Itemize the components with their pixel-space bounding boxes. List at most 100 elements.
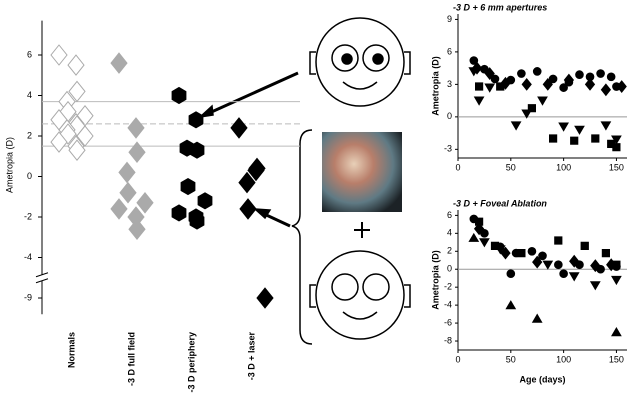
y-tick-label: -8	[444, 335, 452, 345]
point	[238, 171, 256, 194]
point	[554, 236, 563, 245]
y-tick-label: 4	[27, 90, 32, 100]
point	[67, 54, 85, 76]
chart-title: -3 D + Foveal Ablation	[453, 198, 547, 208]
point	[542, 260, 554, 270]
point	[473, 222, 485, 236]
point	[110, 198, 128, 220]
y-tick-label: 6	[27, 49, 32, 59]
x-tick-label: 0	[455, 354, 460, 364]
x-tick-label: 150	[609, 162, 624, 172]
point	[68, 80, 86, 103]
pupil	[341, 53, 353, 65]
point	[606, 72, 616, 82]
point	[510, 121, 522, 131]
point	[490, 74, 500, 84]
x-axis-label: Age (days)	[519, 374, 565, 384]
point	[584, 78, 596, 91]
y-tick-label: 6	[447, 46, 452, 56]
point	[611, 275, 622, 286]
point	[128, 141, 146, 164]
point	[517, 69, 526, 78]
point	[118, 161, 136, 184]
point	[230, 117, 248, 139]
bracket	[291, 129, 313, 345]
point	[496, 82, 505, 91]
point	[484, 83, 496, 93]
eye	[331, 273, 359, 301]
point	[468, 67, 480, 77]
point	[596, 69, 605, 78]
y-tick-label: -3	[444, 144, 452, 154]
arrow-head	[197, 104, 214, 119]
axis-break	[35, 278, 49, 284]
y-axis-label: Ametropia (D)	[4, 137, 14, 193]
point	[600, 121, 612, 131]
x-tick-label: 100	[556, 162, 571, 172]
point	[50, 131, 68, 153]
face-bottom	[315, 250, 405, 340]
x-tick-label: 0	[455, 162, 460, 172]
y-tick-label: 0	[447, 111, 452, 121]
point	[136, 191, 154, 214]
point	[473, 96, 485, 106]
y-tick-label: 9	[447, 14, 452, 24]
point	[179, 139, 195, 157]
x-tick-label: 50	[506, 354, 516, 364]
point	[180, 178, 196, 196]
point	[559, 269, 568, 279]
point	[611, 135, 622, 145]
point	[532, 67, 542, 76]
point	[575, 70, 584, 79]
x-tick-label: 100	[556, 354, 571, 364]
point	[171, 86, 187, 105]
x-tick-label: -3 D periphery	[186, 332, 196, 393]
point	[505, 300, 517, 310]
point	[531, 313, 543, 323]
point	[506, 269, 516, 279]
point	[601, 249, 610, 258]
point	[494, 245, 506, 255]
axis-break	[35, 272, 49, 278]
point	[559, 83, 568, 92]
point	[76, 125, 94, 147]
point	[517, 249, 526, 258]
axis-break	[36, 274, 48, 281]
face-top	[315, 17, 405, 107]
point	[128, 218, 146, 241]
mouth	[342, 81, 378, 90]
y-tick-label: -4	[444, 300, 452, 310]
point	[527, 246, 537, 256]
point	[590, 259, 601, 273]
eye	[362, 273, 390, 301]
point	[521, 109, 533, 119]
point	[549, 134, 558, 143]
y-tick-label: 4	[447, 228, 452, 238]
point	[50, 44, 68, 66]
point	[110, 52, 128, 74]
y-tick-label: 6	[447, 210, 452, 220]
y-tick-label: 2	[447, 246, 452, 256]
point	[127, 117, 145, 139]
point	[580, 241, 589, 250]
point	[591, 134, 600, 143]
y-tick-label: -4	[24, 252, 32, 262]
point	[569, 254, 580, 268]
arrow	[206, 71, 299, 116]
point	[119, 181, 137, 204]
point	[468, 232, 480, 242]
y-axis-label: Ametropia (D)	[430, 56, 440, 116]
point	[189, 212, 205, 230]
x-tick-label: -3 D full field	[126, 332, 136, 386]
point	[548, 74, 558, 84]
diagram	[197, 17, 411, 345]
point	[537, 96, 548, 106]
point	[574, 125, 585, 135]
y-axis-label: Ametropia (D)	[430, 250, 440, 310]
point	[256, 287, 274, 309]
point	[171, 204, 187, 222]
point	[612, 143, 621, 152]
point	[538, 251, 547, 261]
chart-title: -3 D + 6 mm apertures	[453, 2, 547, 12]
